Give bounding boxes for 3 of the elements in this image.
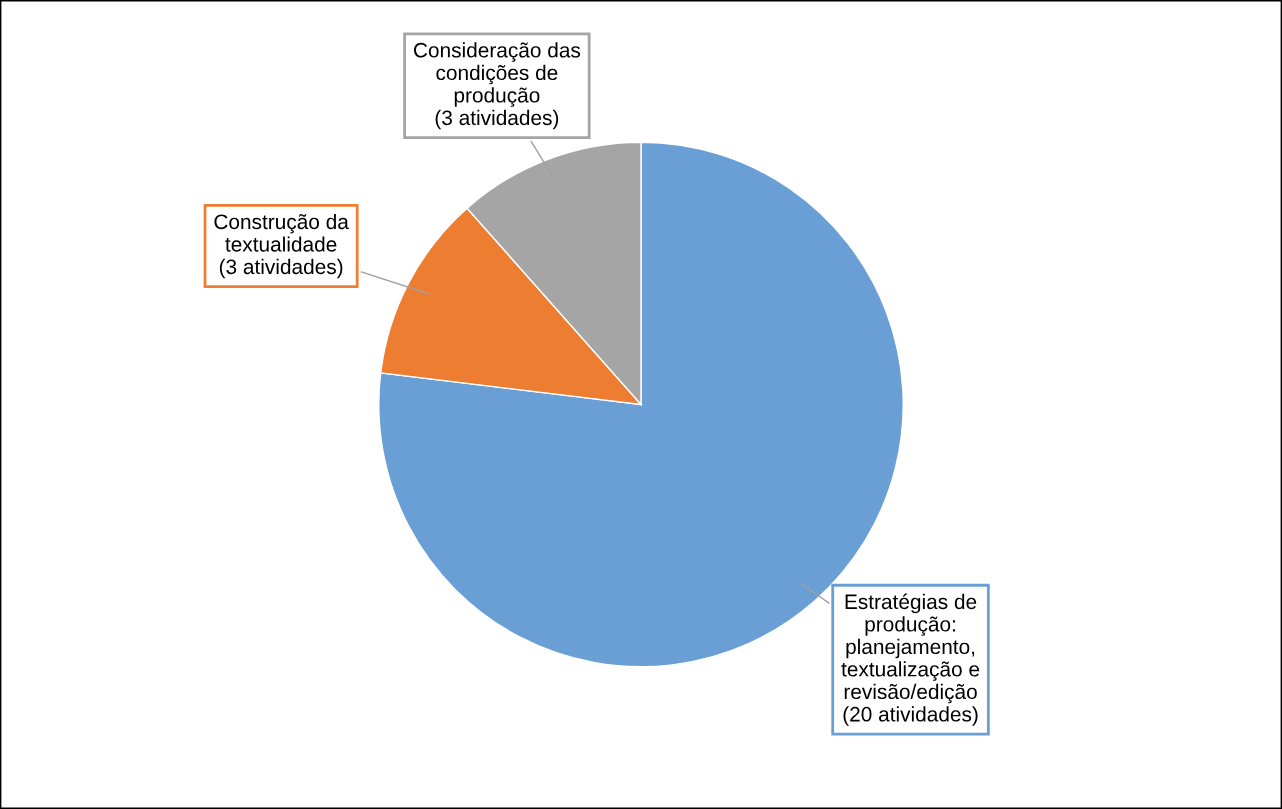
slice-label: Construção da textualidade (3 atividades) [214, 213, 349, 279]
slice-label: Estratégias de produção: planejamento, textualização e revisão/edição (20 atividades) [841, 593, 980, 726]
slice-label: Consideração das condições de produção (3 atividades) [413, 42, 581, 130]
